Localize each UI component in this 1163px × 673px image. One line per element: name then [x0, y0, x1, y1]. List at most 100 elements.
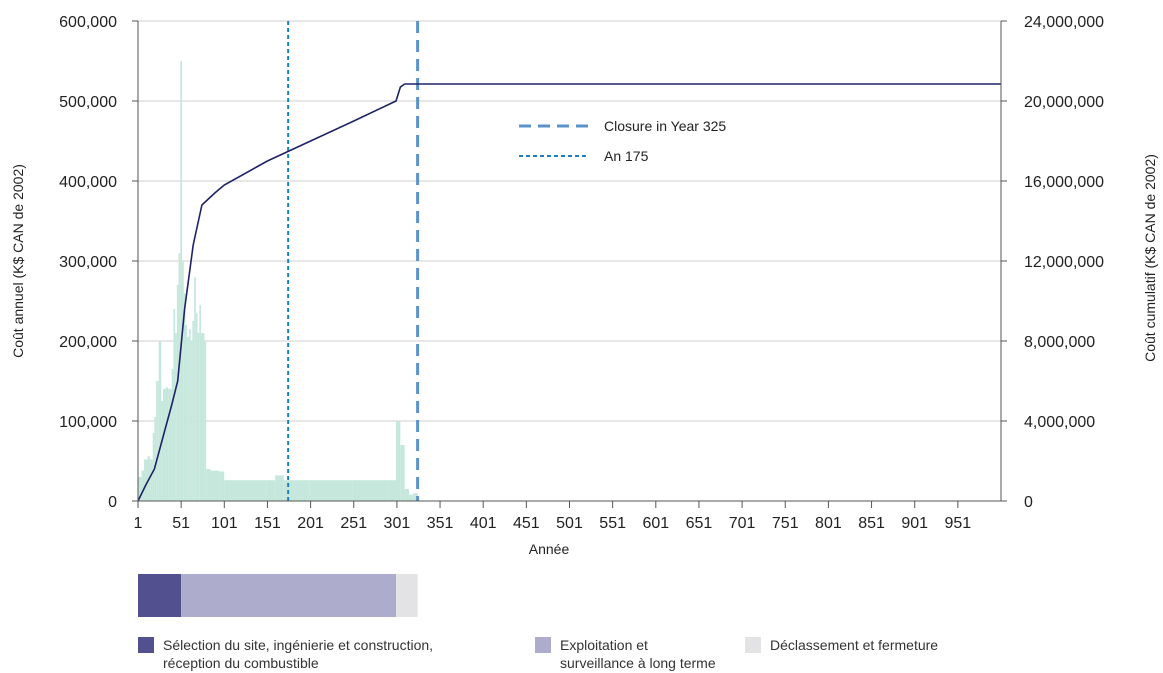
- y-right-tick-label: 24,000,000: [1024, 14, 1104, 31]
- y-right-tick-label: 12,000,000: [1024, 254, 1104, 271]
- annual-cost-bar: [195, 313, 198, 501]
- y-tick-label: 300,000: [59, 254, 117, 271]
- x-tick-label: 801: [815, 515, 842, 532]
- phase-segment-3: [396, 574, 418, 617]
- x-tick-label: 1: [134, 515, 143, 532]
- x-tick-label: 101: [211, 515, 238, 532]
- annual-cost-bar: [210, 470, 220, 501]
- x-axis-title: Année: [529, 541, 570, 557]
- annual-cost-bar: [150, 459, 153, 501]
- annual-cost-bar: [200, 333, 205, 501]
- annual-cost-bar: [206, 469, 211, 501]
- annual-cost-bar: [175, 333, 177, 501]
- y-tick-label: 400,000: [59, 174, 117, 191]
- annual-cost-bar: [408, 494, 414, 501]
- x-tick-label: 251: [340, 515, 367, 532]
- line-legend: Closure in Year 325 An 175: [519, 118, 726, 164]
- phase-swatch-site: [138, 637, 154, 653]
- reference-lines: [287, 21, 420, 501]
- annual-cost-bar: [188, 329, 191, 501]
- annual-cost-bar: [224, 480, 267, 501]
- annual-cost-bar: [182, 261, 184, 501]
- annual-cost-bar: [173, 309, 176, 501]
- x-tick-label: 551: [599, 515, 626, 532]
- annual-cost-bar: [266, 480, 276, 501]
- x-tick-label: 51: [172, 515, 190, 532]
- annual-cost-bar: [413, 493, 418, 501]
- x-tick-label: 301: [384, 515, 411, 532]
- annual-cost-bars: [138, 61, 419, 501]
- annual-cost-bar: [168, 389, 172, 501]
- y-tick-label: 0: [108, 494, 117, 511]
- phase-label-site-line1: Sélection du site, ingénierie et constru…: [163, 637, 434, 653]
- annual-cost-bar: [171, 369, 174, 501]
- annual-cost-bar: [194, 277, 196, 501]
- legend-closure-label: Closure in Year 325: [604, 118, 726, 134]
- x-tick-label: 201: [297, 515, 324, 532]
- phase-legend-site: Sélection du site, ingénierie et constru…: [138, 636, 433, 672]
- y-axis-ticks: 0 100,000 200,000 300,000 400,000 500,000 600,…: [59, 14, 138, 511]
- phase-swatch-operation: [535, 637, 551, 653]
- annual-cost-bar: [185, 325, 188, 501]
- grid-lines: [138, 20, 1001, 422]
- annual-cost-bar: [165, 387, 169, 501]
- annual-cost-bar: [158, 341, 162, 501]
- x-tick-label: 751: [772, 515, 799, 532]
- x-tick-label: 651: [686, 515, 713, 532]
- y-axis-title: Coût annuel (K$ CAN de 2002): [10, 164, 26, 358]
- x-tick-label: 701: [729, 515, 756, 532]
- phase-label-decommissioning-line1: Déclassement et fermeture: [770, 637, 939, 653]
- annual-cost-bar: [387, 480, 397, 501]
- annual-cost-bar: [309, 480, 353, 501]
- y-tick-label: 200,000: [59, 334, 117, 351]
- cumulative-cost-line: [137, 83, 1001, 502]
- annual-cost-bar: [176, 285, 179, 501]
- y-tick-label: 100,000: [59, 414, 117, 431]
- y-tick-label: 500,000: [59, 94, 117, 111]
- y-right-axis-ticks: 0 4,000,000 8,000,000 12,000,000 16,000,000 2…: [1001, 14, 1104, 511]
- y-right-tick-label: 0: [1024, 494, 1033, 511]
- annual-cost-bar: [352, 480, 388, 501]
- y-right-tick-label: 4,000,000: [1024, 414, 1095, 431]
- annual-cost-bar: [190, 341, 193, 501]
- annual-cost-bar: [156, 381, 159, 501]
- x-tick-label: 501: [556, 515, 583, 532]
- x-tick-label: 951: [944, 515, 971, 532]
- annual-cost-bar: [404, 489, 409, 501]
- phase-legend-decommissioning: Déclassement et fermeture: [745, 636, 938, 654]
- phase-label-operation-line1: Exploitation et: [560, 637, 648, 653]
- annual-cost-bar: [183, 293, 186, 501]
- x-tick-label: 351: [427, 515, 454, 532]
- x-tick-label: 451: [513, 515, 540, 532]
- annual-cost-bar: [152, 433, 155, 501]
- annual-cost-bar: [197, 333, 200, 501]
- annual-cost-bar: [204, 341, 207, 501]
- phase-swatch-decommissioning: [745, 637, 761, 653]
- annual-cost-bar: [283, 480, 310, 501]
- phase-segment-2: [181, 574, 397, 617]
- x-tick-label: 601: [642, 515, 669, 532]
- annual-cost-bar: [275, 475, 284, 501]
- y-right-tick-label: 8,000,000: [1024, 334, 1095, 351]
- phase-label-site-line2: réception du combustible: [163, 655, 319, 671]
- annual-cost-bar: [192, 321, 195, 501]
- y-right-tick-label: 16,000,000: [1024, 174, 1104, 191]
- x-tick-label: 401: [470, 515, 497, 532]
- annual-cost-bar: [187, 337, 189, 501]
- annual-cost-bar: [154, 417, 157, 501]
- x-axis-ticks: 1 51 101 151 201 251 301 351 401 451 501 551 601 651 7…: [134, 501, 971, 532]
- annual-cost-bar: [161, 401, 164, 501]
- annual-cost-bar: [400, 445, 405, 501]
- annual-cost-bar: [138, 477, 142, 501]
- annual-cost-bar: [199, 305, 201, 501]
- phase-legend-operation: Exploitation et surveillance à long term…: [535, 636, 716, 672]
- annual-cost-bar: [163, 389, 166, 501]
- phase-timeline-bar: [138, 574, 418, 617]
- x-tick-label: 901: [901, 515, 928, 532]
- annual-cost-bar: [144, 459, 148, 501]
- annual-cost-bar: [178, 253, 181, 501]
- annual-cost-bar: [396, 421, 401, 501]
- y-right-tick-label: 20,000,000: [1024, 94, 1104, 111]
- phase-segment-1: [138, 574, 182, 617]
